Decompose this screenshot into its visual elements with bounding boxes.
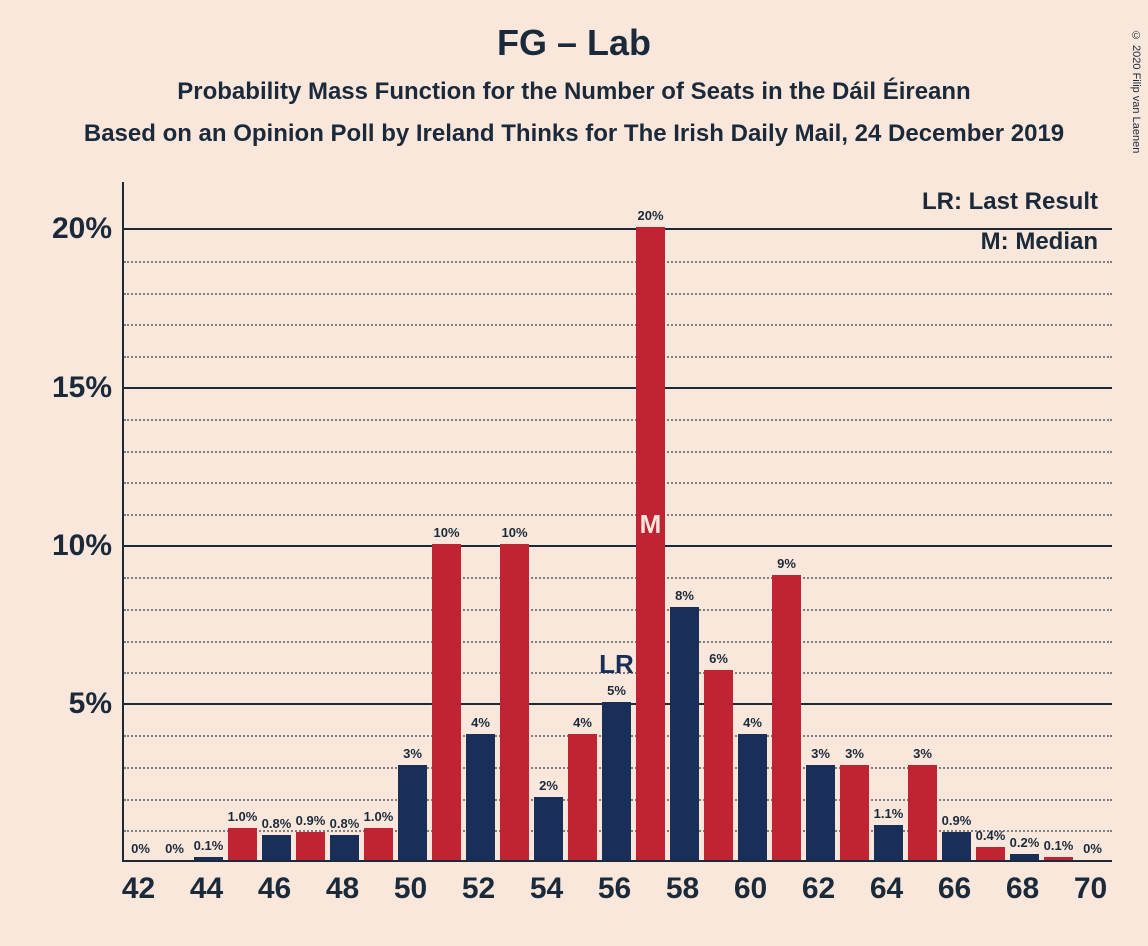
x-axis-label: 58 [653, 872, 713, 906]
y-axis-label: 20% [22, 212, 112, 246]
annotation-lr: LR [599, 649, 634, 680]
bar-label: 20% [637, 208, 663, 223]
bar-seat-59 [704, 670, 733, 860]
x-axis-label: 60 [721, 872, 781, 906]
bar-label: 5% [607, 683, 626, 698]
gridline-minor [124, 641, 1112, 643]
gridline-minor [124, 451, 1112, 453]
plot-region: 0% 0% 0.1% 1.0% 0.8% 0.9% 0.8% 1.0% 3% 10% 4% 10% 2%… [122, 182, 1112, 862]
bar-label: 0.9% [942, 813, 972, 828]
bar-label: 3% [845, 746, 864, 761]
y-axis-label: 5% [22, 687, 112, 721]
y-axis-label: 15% [22, 371, 112, 405]
gridline-minor [124, 261, 1112, 263]
bar-seat-62 [806, 765, 835, 860]
chart-title: FG – Lab [0, 22, 1148, 64]
bar-label: 4% [743, 715, 762, 730]
gridline-major [124, 545, 1112, 547]
annotation-m: M [640, 509, 662, 540]
gridline-minor [124, 324, 1112, 326]
chart-plot-area: 0% 0% 0.1% 1.0% 0.8% 0.9% 0.8% 1.0% 3% 10% 4% 10% 2%… [122, 182, 1112, 862]
bar-label: 0.4% [976, 828, 1006, 843]
gridline-major [124, 387, 1112, 389]
bar-seat-45 [228, 828, 257, 860]
bar-label: 4% [573, 715, 592, 730]
bar-label: 0% [1083, 841, 1102, 856]
bar-seat-66 [942, 832, 971, 860]
x-axis-label: 44 [177, 872, 237, 906]
x-axis-label: 46 [245, 872, 305, 906]
bar-seat-58 [670, 607, 699, 860]
bar-seat-61 [772, 575, 801, 860]
bar-label: 3% [913, 746, 932, 761]
bar-seat-54 [534, 797, 563, 860]
gridline-minor [124, 577, 1112, 579]
x-axis-label: 64 [857, 872, 917, 906]
bar-seat-63 [840, 765, 869, 860]
bar-seat-47 [296, 832, 325, 860]
bar-label: 0.8% [262, 816, 292, 831]
bar-seat-50 [398, 765, 427, 860]
x-axis-label: 70 [1061, 872, 1121, 906]
bar-seat-68 [1010, 854, 1039, 860]
bar-seat-52 [466, 734, 495, 861]
bar-label: 1.0% [364, 809, 394, 824]
bar-seat-44 [194, 857, 223, 860]
bar-label: 9% [777, 556, 796, 571]
bar-seat-69 [1044, 857, 1073, 860]
bar-label: 3% [811, 746, 830, 761]
bar-label: 1.0% [228, 809, 258, 824]
x-axis-label: 68 [993, 872, 1053, 906]
bar-label: 0.1% [1044, 838, 1074, 853]
chart-subtitle-1: Probability Mass Function for the Number… [0, 78, 1148, 106]
gridline-minor [124, 419, 1112, 421]
bar-label: 8% [675, 588, 694, 603]
bar-label: 0.8% [330, 816, 360, 831]
bar-seat-53 [500, 544, 529, 860]
bar-label: 4% [471, 715, 490, 730]
gridline-minor [124, 482, 1112, 484]
bar-seat-64 [874, 825, 903, 860]
gridline-major [124, 228, 1112, 230]
bar-label: 10% [433, 525, 459, 540]
x-axis-label: 56 [585, 872, 645, 906]
bar-label: 0% [131, 841, 150, 856]
copyright-text: © 2020 Filip van Laenen [1130, 30, 1142, 153]
bar-seat-48 [330, 835, 359, 860]
legend-lr: LR: Last Result [922, 188, 1098, 216]
bar-seat-56 [602, 702, 631, 860]
x-axis-label: 42 [109, 872, 169, 906]
y-axis-label: 10% [22, 529, 112, 563]
bar-label: 2% [539, 778, 558, 793]
x-axis-label: 66 [925, 872, 985, 906]
x-axis-label: 52 [449, 872, 509, 906]
x-axis-label: 62 [789, 872, 849, 906]
bar-label: 0.2% [1010, 835, 1040, 850]
bar-label: 6% [709, 651, 728, 666]
bar-seat-51 [432, 544, 461, 860]
bar-label: 3% [403, 746, 422, 761]
gridline-minor [124, 356, 1112, 358]
bar-seat-65 [908, 765, 937, 860]
bar-seat-57 [636, 227, 665, 860]
bar-label: 0% [165, 841, 184, 856]
bar-label: 1.1% [874, 806, 904, 821]
bar-seat-60 [738, 734, 767, 861]
bar-seat-49 [364, 828, 393, 860]
bar-seat-67 [976, 847, 1005, 860]
bar-label: 0.1% [194, 838, 224, 853]
bar-label: 0.9% [296, 813, 326, 828]
legend-m: M: Median [981, 228, 1098, 256]
chart-subtitle-2: Based on an Opinion Poll by Ireland Thin… [0, 120, 1148, 148]
gridline-minor [124, 514, 1112, 516]
gridline-minor [124, 609, 1112, 611]
bar-seat-55 [568, 734, 597, 861]
bar-seat-46 [262, 835, 291, 860]
x-axis-label: 50 [381, 872, 441, 906]
bar-label: 10% [501, 525, 527, 540]
gridline-minor [124, 293, 1112, 295]
x-axis-label: 54 [517, 872, 577, 906]
x-axis-label: 48 [313, 872, 373, 906]
